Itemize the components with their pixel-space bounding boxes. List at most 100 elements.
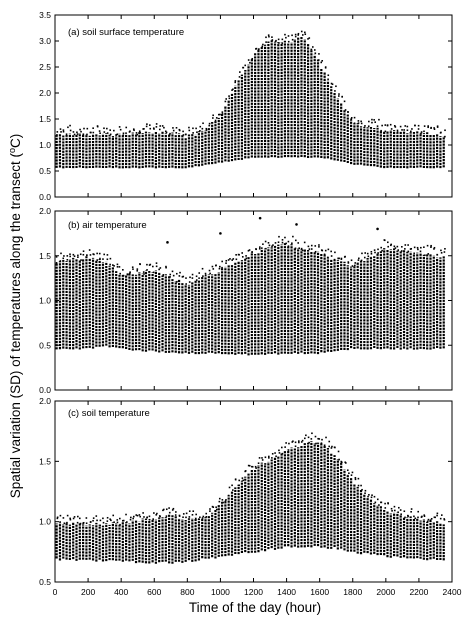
data-point bbox=[430, 517, 433, 520]
data-point bbox=[430, 246, 432, 248]
data-point bbox=[261, 45, 264, 48]
data-point bbox=[337, 450, 340, 453]
data-point bbox=[165, 265, 167, 268]
y-tick-label: 2.5 bbox=[39, 62, 51, 72]
data-point bbox=[102, 258, 104, 260]
data-point bbox=[162, 508, 165, 511]
data-point bbox=[354, 478, 357, 481]
data-point bbox=[321, 438, 323, 441]
data-point bbox=[410, 130, 412, 133]
data-point bbox=[205, 512, 208, 515]
data-point bbox=[238, 479, 241, 482]
data-point bbox=[436, 512, 439, 515]
data-point bbox=[221, 266, 223, 269]
data-point bbox=[364, 492, 366, 495]
data-point bbox=[420, 131, 423, 133]
data-point bbox=[323, 253, 326, 256]
data-point bbox=[131, 266, 134, 268]
data-point bbox=[427, 253, 430, 255]
data-point bbox=[158, 515, 161, 517]
data-point bbox=[158, 268, 160, 271]
data-point bbox=[62, 257, 65, 260]
data-point bbox=[378, 118, 380, 121]
data-point bbox=[340, 258, 343, 260]
data-point bbox=[303, 241, 306, 244]
data-point bbox=[122, 134, 125, 137]
data-point bbox=[377, 248, 379, 251]
data-point bbox=[179, 271, 181, 274]
data-point bbox=[165, 515, 168, 517]
data-point bbox=[133, 129, 135, 132]
data-point bbox=[297, 242, 300, 244]
outlier-point bbox=[219, 232, 222, 235]
data-point bbox=[116, 266, 119, 268]
data-point bbox=[411, 128, 413, 130]
data-point bbox=[261, 247, 263, 249]
data-point bbox=[171, 509, 174, 511]
data-point bbox=[267, 34, 270, 36]
data-point bbox=[184, 133, 187, 136]
data-point bbox=[148, 518, 151, 521]
data-point bbox=[414, 124, 416, 127]
data-point bbox=[178, 129, 181, 132]
data-point bbox=[393, 509, 396, 512]
data-point bbox=[419, 250, 422, 253]
data-point bbox=[162, 509, 164, 512]
data-point bbox=[367, 495, 369, 498]
data-point bbox=[251, 251, 253, 253]
data-point bbox=[300, 247, 303, 250]
data-point bbox=[112, 264, 114, 266]
data-point bbox=[178, 515, 181, 517]
data-point bbox=[56, 134, 58, 136]
data-point bbox=[439, 517, 442, 520]
data-point bbox=[394, 247, 397, 249]
data-point bbox=[238, 76, 241, 78]
data-point bbox=[433, 128, 436, 130]
data-point bbox=[373, 119, 375, 121]
data-point bbox=[221, 111, 224, 113]
data-point bbox=[440, 252, 443, 254]
y-axis-title-unit: C) bbox=[8, 134, 23, 148]
panel-air-temperature: 0.0 0.5 1.0 1.5 2.0 (b) air temperature bbox=[39, 206, 453, 395]
data-point bbox=[215, 506, 217, 509]
data-point bbox=[338, 95, 340, 97]
data-point bbox=[56, 131, 59, 133]
panel-title: (a) soil surface temperature bbox=[68, 27, 184, 38]
data-point bbox=[215, 508, 218, 511]
data-point bbox=[292, 440, 294, 443]
data-point bbox=[378, 504, 380, 506]
data-point bbox=[261, 457, 263, 459]
data-point bbox=[390, 507, 393, 510]
data-point bbox=[381, 124, 383, 127]
data-point bbox=[72, 517, 75, 520]
data-point bbox=[212, 117, 214, 119]
data-point bbox=[244, 470, 247, 472]
data-point bbox=[281, 241, 284, 244]
data-point bbox=[122, 132, 125, 135]
data-point bbox=[360, 120, 362, 123]
data-point bbox=[95, 515, 98, 517]
data-point bbox=[324, 66, 327, 68]
data-point bbox=[357, 122, 360, 124]
data-point bbox=[149, 124, 151, 126]
data-point bbox=[239, 71, 241, 73]
data-point bbox=[247, 59, 250, 61]
data-point bbox=[135, 514, 138, 516]
data-point bbox=[271, 39, 274, 41]
data-point bbox=[334, 251, 336, 254]
data-point bbox=[410, 511, 412, 513]
data-point bbox=[191, 277, 194, 279]
data-point bbox=[78, 517, 81, 520]
data-point bbox=[218, 267, 221, 270]
data-point bbox=[371, 121, 373, 124]
data-point bbox=[185, 516, 187, 519]
data-point bbox=[297, 32, 300, 35]
data-point bbox=[211, 265, 214, 268]
data-point bbox=[110, 519, 112, 522]
data-point bbox=[403, 510, 406, 513]
data-point bbox=[423, 130, 425, 133]
data-point bbox=[406, 125, 409, 128]
data-point bbox=[344, 461, 347, 464]
data-point bbox=[268, 455, 270, 458]
data-point bbox=[122, 274, 125, 277]
